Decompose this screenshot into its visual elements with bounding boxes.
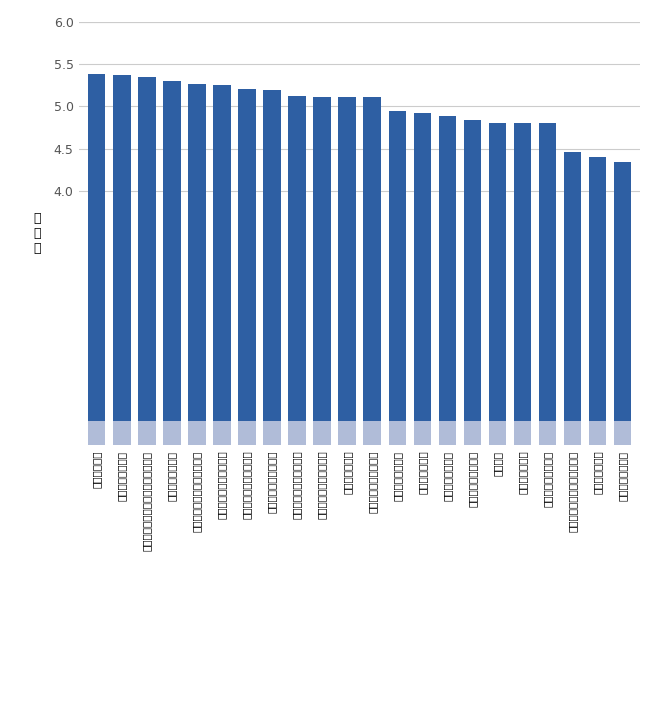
- Bar: [439, 421, 456, 445]
- Bar: [539, 421, 556, 445]
- Bar: [389, 421, 406, 445]
- Bar: [113, 75, 131, 421]
- Bar: [263, 421, 280, 445]
- Bar: [163, 421, 181, 445]
- Bar: [213, 85, 231, 421]
- Bar: [188, 421, 206, 445]
- Bar: [263, 90, 280, 421]
- Bar: [88, 421, 106, 445]
- Bar: [414, 421, 431, 445]
- Bar: [513, 123, 531, 421]
- Bar: [539, 123, 556, 421]
- Bar: [138, 77, 156, 421]
- Bar: [314, 97, 331, 421]
- Bar: [288, 96, 306, 421]
- Bar: [614, 421, 632, 445]
- Bar: [614, 162, 632, 421]
- Bar: [439, 116, 456, 421]
- Bar: [564, 421, 581, 445]
- Bar: [339, 421, 356, 445]
- Bar: [414, 113, 431, 421]
- Bar: [163, 81, 181, 421]
- Bar: [213, 421, 231, 445]
- Bar: [564, 152, 581, 421]
- Bar: [288, 421, 306, 445]
- Bar: [488, 421, 506, 445]
- Bar: [463, 421, 481, 445]
- Bar: [188, 84, 206, 421]
- Bar: [364, 421, 381, 445]
- Bar: [138, 421, 156, 445]
- Bar: [238, 421, 256, 445]
- Bar: [589, 421, 607, 445]
- Bar: [589, 157, 607, 421]
- Bar: [389, 111, 406, 421]
- Bar: [88, 74, 106, 421]
- Bar: [513, 421, 531, 445]
- Bar: [339, 97, 356, 421]
- Bar: [463, 120, 481, 421]
- Bar: [314, 421, 331, 445]
- Y-axis label: 平
均
値: 平 均 値: [33, 212, 41, 255]
- Bar: [488, 123, 506, 421]
- Bar: [113, 421, 131, 445]
- Bar: [238, 89, 256, 421]
- Bar: [364, 97, 381, 421]
